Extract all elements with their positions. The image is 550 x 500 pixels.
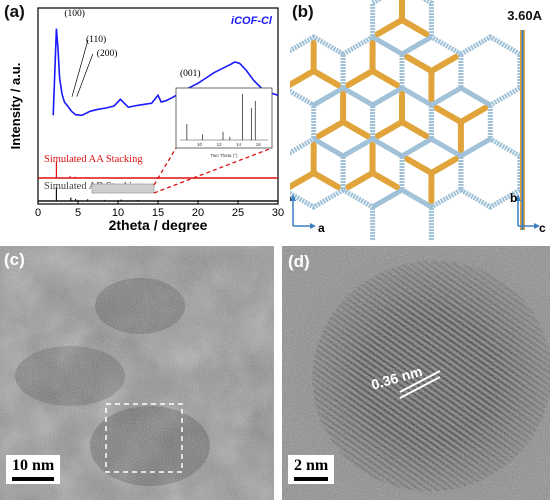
inset-tick-label: 12 <box>217 142 223 147</box>
peak-label: (001) <box>180 68 201 79</box>
tem-texture-d: 0.36 nm <box>282 246 550 500</box>
stacking-side-view-layer <box>521 30 524 230</box>
linker-arm <box>374 17 405 37</box>
x-axis-label: 2theta / degree <box>109 217 208 232</box>
inset-connector-2 <box>153 147 273 194</box>
x-tick-label: 25 <box>232 207 244 219</box>
axis-label-b-side: b <box>510 191 517 205</box>
linker-arm <box>374 119 405 139</box>
hex-cell <box>340 34 405 108</box>
linker-arm <box>340 119 371 139</box>
hex-cell <box>458 34 523 108</box>
linker-arm <box>345 169 376 190</box>
framework-structure: 3.60A b a b c <box>281 0 546 261</box>
scale-bar-d-label: 2 nm <box>294 457 329 474</box>
x-tick-label: 20 <box>192 207 204 219</box>
panel-label-c: (c) <box>4 250 25 269</box>
linker-arm <box>428 156 459 176</box>
inset-ticks: 10 12 14 16 <box>197 142 261 147</box>
inset-connector-1 <box>153 147 177 186</box>
panel-b: 3.60A b a b c (b) <box>281 0 550 261</box>
peak-annotations: (100) (110) (200) (001) <box>64 8 201 97</box>
x-tick-label: 0 <box>35 207 41 219</box>
peak-label: (200) <box>97 48 118 59</box>
linker-arm <box>286 169 317 190</box>
axis-label-a: a <box>318 221 325 235</box>
xrd-chart: Intensity / a.u. 2theta / degree iCOF-Cl… <box>8 7 284 233</box>
panel-label-d: (d) <box>288 252 310 271</box>
inset-peaks <box>180 94 268 141</box>
scale-bar-c-line <box>12 477 55 481</box>
zoom-region-box <box>105 403 183 473</box>
panel-d-hrtem-image: 0.36 nm (d) 2 nm <box>282 246 550 500</box>
scale-bar-d-line <box>294 477 329 481</box>
panel-label-a: (a) <box>4 2 25 21</box>
x-ticks: 0 5 10 15 20 25 30 <box>35 200 284 219</box>
linker-arm <box>404 156 435 176</box>
linker-arm <box>315 119 347 139</box>
linker-arm <box>310 169 341 190</box>
inset-tick-label: 14 <box>236 142 242 147</box>
inset-tick-label: 10 <box>197 142 203 147</box>
peak-pointer <box>76 53 94 97</box>
scale-bar-c-label: 10 nm <box>12 457 55 474</box>
legend-aa: Simulated AA Stacking <box>44 154 143 165</box>
inset-tick-label: 16 <box>256 142 262 147</box>
linker-arm <box>404 54 435 75</box>
inset-x-label: Two Theta (°) <box>211 153 238 158</box>
linker-arm <box>310 68 341 88</box>
inset-frame <box>175 87 273 149</box>
x-tick-label: 30 <box>272 207 284 219</box>
hex-cell <box>370 0 434 57</box>
linker-arm <box>286 68 317 88</box>
x-tick-label: 10 <box>112 207 124 219</box>
panel-a: Intensity / a.u. 2theta / degree iCOF-Cl… <box>0 0 290 233</box>
hexagonal-framework <box>281 0 523 261</box>
axis-label-c: c <box>539 221 546 235</box>
linker-arm <box>369 68 400 88</box>
inset: 10 12 14 16 Two Theta (°) <box>175 87 273 158</box>
linker-arm <box>457 105 489 125</box>
lattice-marker-1 <box>399 370 441 393</box>
peak-label: (110) <box>86 34 106 45</box>
lattice-marker-2 <box>399 376 441 399</box>
linker-arm <box>399 17 430 37</box>
series-simulated-ab <box>38 187 278 202</box>
linker-arm <box>345 68 376 88</box>
panel-label-b: (b) <box>292 2 314 21</box>
y-axis-label: Intensity / a.u. <box>8 63 23 150</box>
hex-cell <box>340 136 405 210</box>
hex-cell <box>458 136 523 210</box>
linker-arm <box>369 169 400 190</box>
x-tick-label: 15 <box>152 207 164 219</box>
x-tick-label: 5 <box>75 207 81 219</box>
panel-c-tem-image: (c) 10 nm <box>0 246 274 500</box>
scale-bar-c: 10 nm <box>6 455 61 484</box>
inset-region-highlight <box>91 183 155 194</box>
series-line-icof-cl <box>52 28 279 117</box>
axis-label-b: b <box>290 191 291 205</box>
axes-indicator-side: b c <box>510 191 546 235</box>
peak-pointer <box>71 39 89 97</box>
series-icof-cl <box>52 28 279 117</box>
chart-title: iCOF-Cl <box>231 15 273 27</box>
linker-arm <box>399 119 430 139</box>
peak-label: (100) <box>64 8 85 19</box>
scale-bar-d: 2 nm <box>288 455 335 484</box>
stacking-distance: 3.60A <box>507 8 542 23</box>
linker-arm <box>433 105 464 125</box>
linker-arm <box>428 54 459 75</box>
hex-cell <box>370 187 434 261</box>
